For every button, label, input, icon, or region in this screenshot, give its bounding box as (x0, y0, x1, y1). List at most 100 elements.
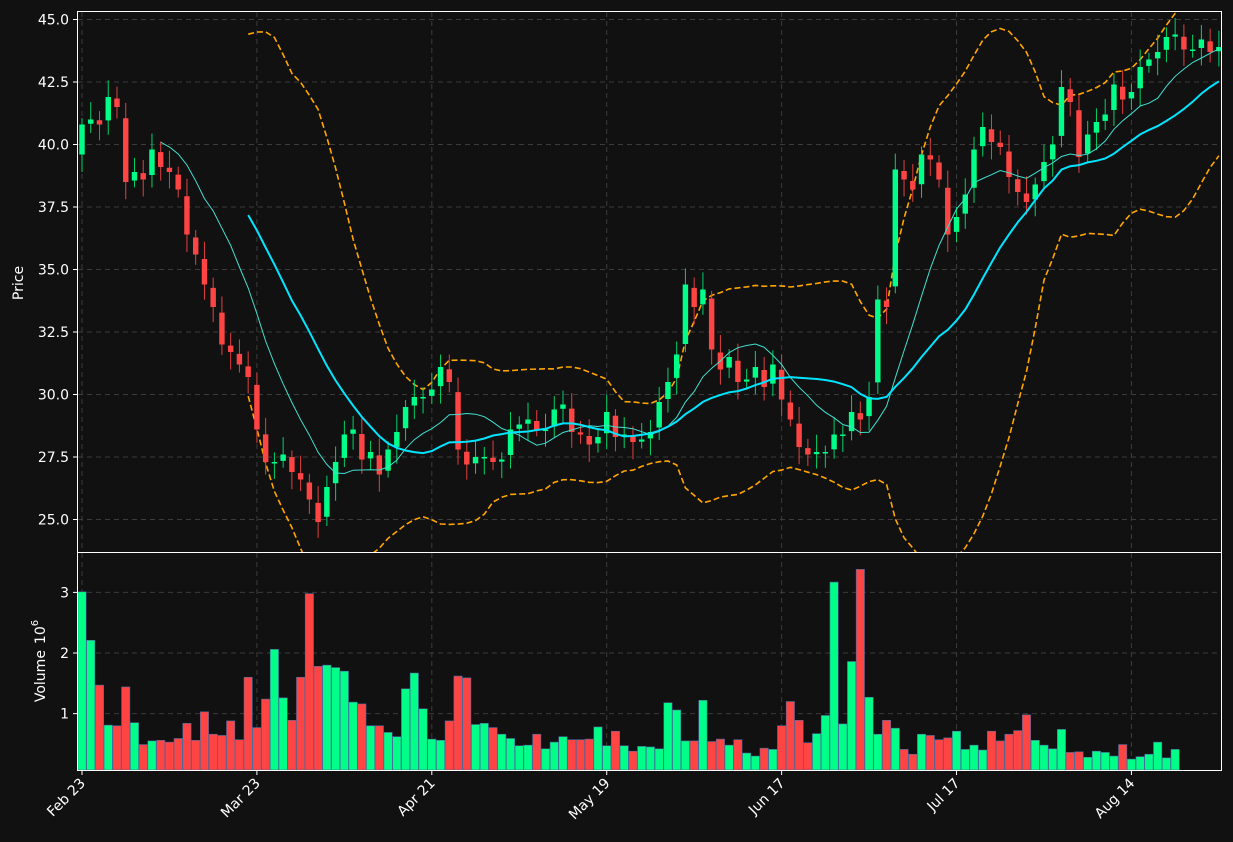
candle-body (490, 457, 496, 462)
candle (499, 452, 505, 479)
volume-bar (1074, 751, 1084, 771)
candle-body (551, 409, 557, 427)
volume-bar (208, 733, 218, 771)
candle (988, 114, 995, 160)
candle (166, 150, 173, 189)
candle-body (761, 370, 767, 387)
volume-bar (628, 750, 638, 771)
candle-body (813, 452, 820, 455)
candle (140, 159, 146, 197)
candle-body (105, 97, 111, 121)
sma-20-line (247, 80, 1220, 455)
volume-bar (890, 727, 900, 771)
candle-body (778, 369, 785, 400)
volume-bar (164, 741, 174, 771)
candle (289, 450, 295, 490)
candle (945, 170, 951, 252)
candle (708, 290, 715, 365)
candle (227, 332, 234, 370)
candle-body (1172, 34, 1178, 37)
candle-body (201, 259, 208, 285)
volume-bar (418, 708, 428, 771)
candle-body (682, 284, 689, 344)
candle-body (1189, 49, 1196, 51)
candle (490, 440, 496, 471)
volume-bar (366, 725, 376, 771)
candle (79, 118, 85, 172)
candle (805, 438, 811, 466)
candle (1006, 135, 1012, 194)
price-tick-label: 32.5 (38, 325, 69, 341)
candle (752, 351, 759, 395)
volume-bar (296, 676, 306, 771)
volume-axis-label: Volume 106 (30, 620, 49, 702)
candle (761, 356, 767, 401)
candle-body (192, 237, 199, 255)
candle-body (997, 142, 1003, 147)
candle-body (1023, 193, 1030, 202)
volume-bar (768, 749, 778, 771)
volume-bar (357, 703, 367, 771)
volume-bar (847, 661, 857, 771)
price-tick-label: 45.0 (38, 13, 69, 29)
volume-bar (1083, 756, 1093, 771)
volume-bar (549, 741, 559, 771)
candle-body (1058, 87, 1065, 136)
candle-body (420, 397, 426, 399)
candle (1207, 28, 1213, 63)
volume-bar (199, 711, 209, 771)
volume-bar (1013, 730, 1023, 771)
candle-body (297, 473, 304, 480)
volume-bar (1065, 752, 1075, 771)
volume-bar (103, 724, 113, 771)
candle (1137, 49, 1143, 106)
volume-bar (619, 745, 629, 771)
candle-body (481, 457, 487, 459)
candle-body (114, 98, 120, 107)
candle-body (673, 354, 680, 378)
candle-body (210, 287, 216, 307)
candle (271, 452, 278, 479)
candlesticks (79, 18, 1221, 538)
price-tick-label: 25.0 (38, 513, 69, 529)
candle (437, 354, 444, 404)
volume-bar (1100, 752, 1110, 771)
candle (1198, 24, 1205, 66)
volume-bar (77, 591, 87, 771)
volume-bar (462, 677, 472, 771)
candle-body (735, 360, 741, 382)
candle-body (1146, 59, 1152, 66)
volume-tick-label: 3 (60, 585, 69, 601)
candle (402, 399, 409, 441)
candle-body (1102, 114, 1108, 121)
candle-body (534, 421, 540, 430)
candle (787, 390, 794, 427)
price-tick-label: 35.0 (38, 263, 69, 279)
candle (953, 206, 960, 243)
candle (569, 393, 575, 448)
candle (1146, 52, 1152, 73)
candle-body (219, 312, 225, 345)
volume-bar (829, 581, 839, 771)
volume-bar (541, 748, 550, 771)
candle-body (315, 502, 321, 522)
volume-bar (820, 715, 830, 771)
candle-body (901, 171, 907, 180)
candle (429, 373, 435, 404)
candle (927, 137, 933, 176)
candle-body (953, 217, 960, 232)
candle-body (472, 457, 479, 464)
candle-body (831, 434, 837, 450)
volume-bar (680, 740, 690, 771)
candle-body (1032, 184, 1038, 200)
candle (420, 387, 426, 414)
candle-body (883, 300, 890, 307)
volume-panel-frame (77, 552, 1222, 771)
volume-bar (374, 725, 384, 771)
candle-body (927, 155, 933, 160)
candle-body (1006, 151, 1012, 177)
candle (1058, 70, 1065, 148)
candle-body (245, 366, 251, 377)
candle (96, 111, 103, 141)
candle (770, 350, 776, 397)
